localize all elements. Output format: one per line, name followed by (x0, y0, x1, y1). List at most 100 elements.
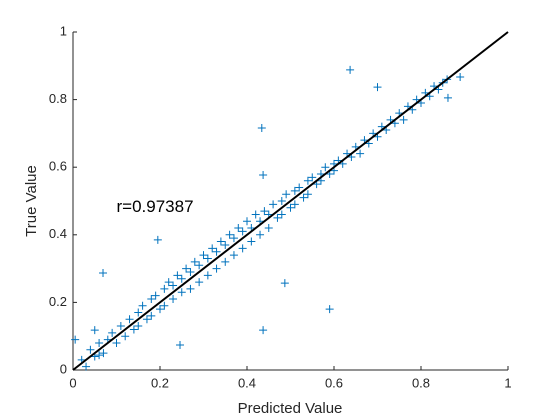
annotation: r=0.97387 (117, 197, 194, 216)
point (176, 340, 185, 349)
point (147, 311, 156, 320)
point (238, 244, 247, 253)
point (225, 230, 234, 239)
point (256, 230, 265, 239)
x-tick-label: 0 (69, 375, 76, 390)
point (356, 149, 365, 158)
point (156, 305, 164, 314)
point (99, 349, 108, 358)
point (169, 281, 178, 290)
y-tick-label: 0.6 (49, 159, 67, 174)
point (112, 338, 121, 347)
point (212, 264, 221, 273)
point (299, 193, 308, 202)
point (295, 183, 304, 192)
point (290, 186, 299, 195)
point (247, 237, 256, 246)
point (82, 362, 91, 371)
y-axis-label: True Value (23, 165, 40, 237)
point (190, 257, 199, 266)
point (186, 284, 195, 293)
point (229, 251, 238, 260)
x-tick-label: 0.2 (151, 375, 169, 390)
point (160, 284, 169, 293)
point (134, 322, 143, 331)
y-tick-label: 0.2 (49, 294, 67, 309)
point (277, 197, 286, 205)
point (229, 234, 238, 243)
point (208, 244, 217, 253)
point (221, 240, 230, 249)
point (290, 200, 299, 209)
point (125, 315, 134, 324)
point (259, 170, 268, 179)
point (238, 227, 247, 236)
x-tick-label: 0.8 (412, 375, 430, 390)
point (153, 235, 162, 244)
point (177, 274, 186, 283)
point (99, 268, 108, 277)
point (308, 173, 317, 182)
point (160, 301, 169, 310)
point (216, 237, 225, 246)
point (164, 278, 173, 287)
point (264, 224, 273, 233)
x-tick-label: 0.6 (325, 375, 343, 390)
point (234, 224, 243, 233)
point (95, 338, 104, 347)
point (90, 326, 99, 335)
point (203, 254, 212, 263)
point (282, 190, 291, 199)
point (303, 176, 312, 185)
point (286, 203, 295, 212)
point (195, 278, 204, 287)
point (273, 213, 282, 222)
x-tick-label: 0.4 (238, 375, 256, 390)
point (321, 163, 330, 172)
point (116, 322, 125, 331)
point (346, 65, 355, 74)
point (212, 247, 221, 256)
point (199, 251, 208, 260)
point (169, 295, 178, 304)
point (182, 264, 191, 273)
point (260, 207, 269, 216)
point (71, 335, 80, 344)
point (280, 279, 289, 288)
point (203, 271, 212, 280)
point (138, 301, 147, 310)
y-tick-label: 1 (60, 23, 67, 38)
point (221, 257, 230, 266)
point (251, 210, 260, 219)
point (86, 345, 95, 354)
point (277, 210, 286, 219)
point (121, 332, 130, 341)
point (456, 72, 465, 81)
point (142, 315, 151, 324)
point (443, 93, 452, 102)
y-tick-label: 0 (60, 361, 67, 376)
point (129, 325, 138, 334)
point (373, 83, 382, 92)
point (399, 115, 408, 124)
y-tick-label: 0.4 (49, 226, 67, 241)
point (95, 351, 104, 360)
point (257, 123, 266, 132)
y-tick-label: 0.8 (49, 91, 67, 106)
point (147, 295, 156, 304)
x-tick-label: 1 (504, 375, 511, 390)
point (303, 190, 312, 199)
point (186, 267, 195, 276)
point (269, 200, 278, 209)
point (243, 217, 251, 226)
point (173, 271, 182, 280)
point (134, 308, 143, 317)
reference-line (72, 31, 509, 371)
point (195, 261, 204, 270)
point (151, 291, 160, 300)
point (177, 288, 186, 297)
point (325, 305, 334, 314)
point (259, 326, 268, 335)
point (108, 328, 117, 337)
